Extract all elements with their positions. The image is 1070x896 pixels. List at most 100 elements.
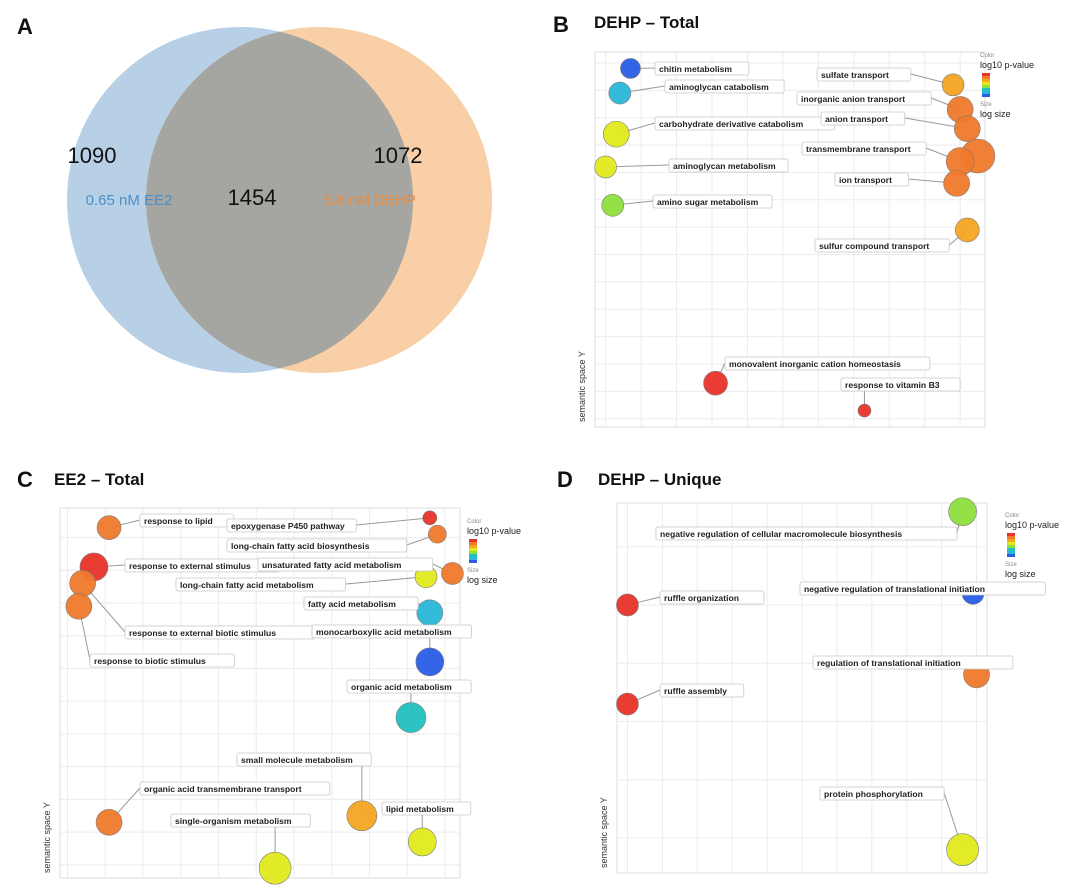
x-axis-label: semantic space X — [605, 449, 676, 450]
label-box — [236, 752, 372, 767]
bubble-monocarboxylic-acid-metabolism — [415, 647, 445, 677]
legend-pvalue-label: log10 p-value — [467, 526, 521, 536]
venn-count-ee2-only: 1090 — [68, 143, 117, 168]
venn-count-overlap: 1454 — [228, 185, 277, 210]
bubble-chitin-metabolism — [620, 58, 641, 79]
term-label-response-to-vitamin-b3: response to vitamin B3 — [845, 380, 940, 390]
venn-count-dehp-only: 1072 — [374, 143, 423, 168]
term-label-monocarboxylic-acid-metabolism: monocarboxylic acid metabolism — [316, 627, 452, 637]
legend-pvalue-label: log10 p-value — [1005, 520, 1059, 530]
term-label-aminoglycan-metabolism: aminoglycan metabolism — [673, 161, 776, 171]
label-box — [257, 557, 434, 572]
legend-pvalue-label: log10 p-value — [980, 60, 1034, 70]
label-box — [840, 377, 961, 392]
term-label-epoxygenase-p450-pathway: epoxygenase P450 pathway — [231, 521, 345, 531]
label-box — [89, 653, 235, 668]
term-label-transmembrane-transport: transmembrane transport — [806, 144, 911, 154]
term-label-ruffle-assembly: ruffle assembly — [664, 686, 727, 696]
legend-gradient-step — [469, 554, 477, 557]
legend-gradient-step — [1007, 533, 1015, 536]
label-box — [796, 91, 932, 106]
legend-color-title: Color — [1005, 513, 1019, 519]
label-box — [814, 238, 950, 253]
legend-gradient-step — [469, 557, 477, 560]
term-label-carbohydrate-derivative-catabolism: carbohydrate derivative catabolism — [659, 119, 804, 129]
legend-size-title: Size — [980, 102, 992, 108]
label-box — [668, 158, 789, 173]
legend-gradient-step — [1007, 551, 1015, 554]
bubble-anion-transport — [953, 115, 981, 142]
bubble-unsaturated-fatty-acid-metabolism — [441, 562, 464, 585]
legend-size-label: log size — [1005, 569, 1036, 579]
label-box — [799, 581, 1046, 596]
legend-gradient-step — [1007, 554, 1015, 557]
bubble-fatty-acid-metabolism — [416, 599, 444, 627]
term-label-protein-phosphorylation: protein phosphorylation — [824, 789, 923, 799]
panel-letter-c: C — [17, 467, 33, 492]
scatter-dehp-total: semantic space X semantic space Y chitin m… — [577, 51, 1034, 450]
bubble-organic-acid-transmembrane-transport — [95, 809, 123, 836]
label-box — [226, 538, 408, 553]
bubble-sulfate-transport — [941, 73, 965, 97]
label-box — [659, 683, 745, 698]
term-label-unsaturated-fatty-acid-metabolism: unsaturated fatty acid metabolism — [262, 560, 402, 570]
label-box — [816, 67, 912, 82]
label-box — [175, 577, 347, 592]
legend-gradient-step — [982, 79, 990, 82]
legend-gradient-step — [982, 76, 990, 79]
legend-size-label: log size — [467, 575, 498, 585]
legend-gradient-step — [469, 539, 477, 542]
legend-gradient-step — [982, 82, 990, 85]
leader-line — [345, 576, 427, 585]
label-box — [381, 801, 472, 816]
term-label-small-molecule-metabolism: small molecule metabolism — [241, 755, 353, 765]
bubble-amino-sugar-metabolism — [601, 193, 625, 217]
panel-letter-b: B — [553, 12, 569, 37]
bubble-lipid-metabolism — [407, 827, 437, 857]
term-label-long-chain-fatty-acid-metabolism: long-chain fatty acid metabolism — [180, 580, 314, 590]
term-label-negative-regulation-of-cellular-macromolecule-biosynthesis: negative regulation of cellular macromol… — [660, 529, 902, 539]
legend-gradient-step — [982, 88, 990, 91]
term-label-ion-transport: ion transport — [839, 175, 892, 185]
bubble-single-organism-metabolism — [258, 851, 292, 885]
term-label-organic-acid-metabolism: organic acid metabolism — [351, 682, 452, 692]
label-box — [819, 786, 945, 801]
bubble-aminoglycan-catabolism — [608, 81, 632, 105]
label-box — [834, 172, 910, 187]
term-label-lipid-metabolism: lipid metabolism — [386, 804, 454, 814]
label-box — [724, 356, 931, 371]
bubble-response-to-vitamin-b3 — [857, 403, 872, 418]
label-box — [801, 141, 927, 156]
bubble-sulfur-compound-transport — [954, 217, 980, 243]
y-axis-label: semantic space Y — [42, 802, 52, 873]
term-label-aminoglycan-catabolism: aminoglycan catabolism — [669, 82, 769, 92]
bubble-long-chain-fatty-acid-biosynthesis — [428, 524, 447, 544]
label-box — [812, 655, 1014, 670]
term-label-anion-transport: anion transport — [825, 114, 888, 124]
legend-size-title: Size — [1005, 562, 1017, 568]
legend-gradient-step — [982, 73, 990, 76]
term-label-chitin-metabolism: chitin metabolism — [659, 64, 732, 74]
label-box — [303, 596, 419, 611]
bubble-ruffle-organization — [616, 593, 639, 617]
label-box — [346, 679, 472, 694]
scatter-dehp-unique: semantic space Xsemantic space Ynegative… — [599, 497, 1059, 874]
label-box — [654, 61, 750, 76]
term-label-sulfate-transport: sulfate transport — [821, 70, 889, 80]
term-label-amino-sugar-metabolism: amino sugar metabolism — [657, 197, 759, 207]
legend-gradient-step — [1007, 542, 1015, 545]
term-label-long-chain-fatty-acid-biosynthesis: long-chain fatty acid biosynthesis — [231, 541, 370, 551]
y-axis-label: semantic space Y — [577, 351, 587, 422]
bubble-small-molecule-metabolism — [346, 800, 378, 832]
bubble-protein-phosphorylation — [946, 833, 979, 866]
term-label-response-to-biotic-stimulus: response to biotic stimulus — [94, 656, 206, 666]
bubble-carbohydrate-derivative-catabolism — [602, 120, 630, 148]
legend-gradient-step — [469, 560, 477, 563]
term-label-regulation-of-translational-initiation: regulation of translational initiation — [817, 658, 961, 668]
bubble-aminoglycan-metabolism — [594, 155, 617, 179]
panel-title-d: DEHP – Unique — [598, 470, 722, 489]
y-axis-label: semantic space Y — [599, 797, 609, 868]
bubble-negative-regulation-of-cellular-macromolecule-biosynthesis — [948, 497, 977, 527]
legend-gradient-step — [982, 94, 990, 97]
label-box — [652, 194, 773, 209]
